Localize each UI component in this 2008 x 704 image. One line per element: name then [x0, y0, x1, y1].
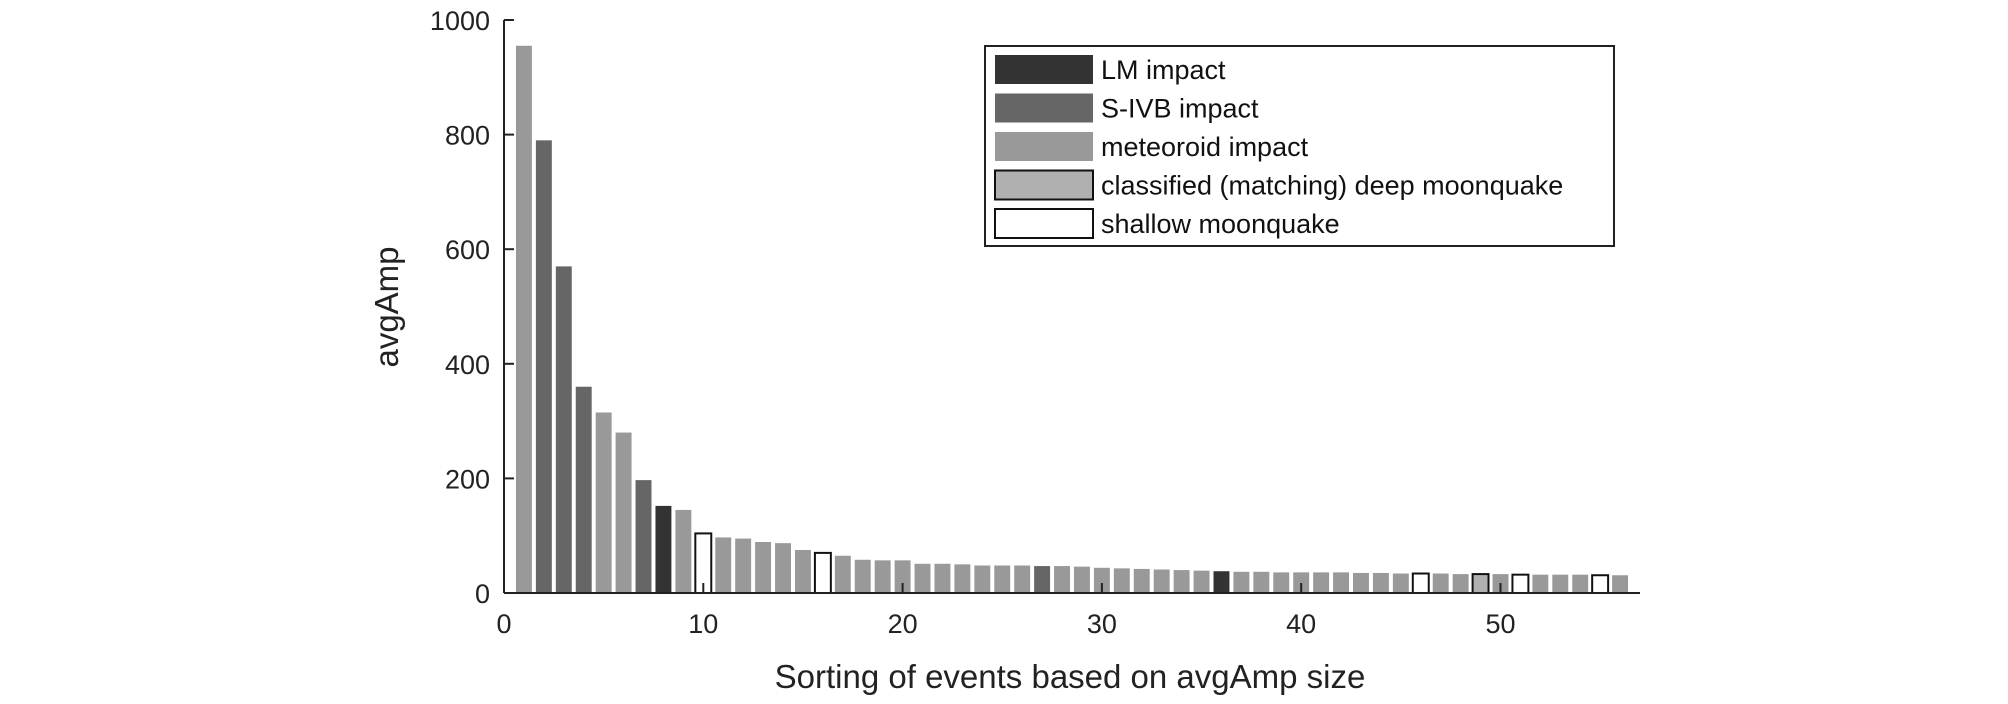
bar-met-43 [1353, 572, 1369, 593]
legend-label-lm: LM impact [1101, 55, 1226, 85]
bar-met-9 [675, 509, 692, 593]
bars-layer [515, 45, 1629, 595]
bar-met-19 [874, 560, 891, 593]
x-tick-label: 50 [1485, 609, 1515, 639]
legend: LM impact S-IVB impact meteoroid impact cla… [984, 45, 1615, 247]
legend-swatch-met [995, 132, 1093, 161]
bar-met-6 [615, 432, 632, 593]
bar-met-38 [1253, 571, 1270, 593]
bar-deep-49 [1471, 573, 1490, 595]
bar-met-39 [1273, 572, 1290, 593]
bar-shallow-46 [1411, 572, 1430, 595]
bar-met-37 [1233, 571, 1250, 593]
bar-met-23 [954, 564, 971, 593]
bar-sivb-2 [535, 140, 552, 593]
y-ticks: 0 200 400 600 800 1000 [430, 6, 514, 609]
bar-met-30 [1093, 567, 1110, 593]
bar-met-42 [1333, 572, 1350, 593]
bar-met-5 [595, 412, 612, 593]
bar-met-56 [1612, 575, 1629, 593]
x-tick-label: 30 [1087, 609, 1117, 639]
x-ticks: 0 10 20 30 40 50 [496, 583, 1516, 639]
bar-met-13 [755, 542, 772, 593]
bar-sivb-3 [555, 266, 572, 593]
bar-met-12 [735, 538, 752, 593]
legend-swatch-lm [995, 55, 1093, 84]
axes-layer [503, 20, 1640, 594]
y-tick-label: 1000 [430, 6, 490, 36]
bar-met-26 [1014, 565, 1031, 593]
y-tick-label: 800 [445, 121, 490, 151]
y-tick-label: 600 [445, 235, 490, 265]
bar-met-41 [1313, 572, 1330, 593]
bar-met-25 [994, 565, 1011, 593]
legend-swatch-sivb [995, 93, 1093, 123]
bar-met-48 [1452, 574, 1469, 593]
bar-met-35 [1193, 570, 1210, 593]
bar-met-28 [1054, 566, 1070, 593]
bar-sivb-4 [575, 386, 592, 593]
bar-met-22 [934, 563, 951, 593]
bar-met-40 [1293, 572, 1310, 593]
bar-lm-36 [1213, 571, 1230, 593]
bar-met-24 [974, 565, 991, 593]
x-tick-label: 40 [1286, 609, 1316, 639]
legend-label-shallow: shallow moonquake [1101, 209, 1340, 239]
bar-met-15 [794, 550, 811, 593]
bar-shallow-55 [1591, 574, 1610, 594]
bar-met-18 [854, 559, 871, 593]
legend-swatch-deep [994, 169, 1094, 201]
bar-lm-8 [655, 505, 672, 593]
bar-met-1 [515, 45, 532, 593]
bar-met-31 [1113, 568, 1130, 593]
bar-met-52 [1532, 574, 1549, 593]
bar-shallow-16 [813, 551, 832, 595]
legend-label-sivb: S-IVB impact [1101, 94, 1259, 124]
bar-met-54 [1572, 574, 1589, 593]
bar-met-29 [1073, 566, 1090, 593]
bar-sivb-27 [1034, 566, 1051, 593]
x-tick-label: 20 [888, 609, 918, 639]
legend-label-met: meteoroid impact [1101, 132, 1309, 162]
y-tick-label: 400 [445, 350, 490, 380]
x-tick-label: 10 [688, 609, 718, 639]
y-tick-label: 0 [475, 579, 490, 609]
legend-swatch-shallow [994, 208, 1094, 239]
y-axis-label: avgAmp [368, 246, 405, 367]
bar-met-21 [914, 563, 931, 593]
legend-label-deep: classified (matching) deep moonquake [1101, 171, 1563, 201]
bar-met-53 [1552, 574, 1569, 593]
y-tick-label: 200 [445, 464, 490, 494]
x-tick-label: 0 [496, 609, 511, 639]
bar-met-44 [1372, 572, 1389, 593]
bar-met-17 [834, 555, 851, 593]
bar-met-32 [1133, 568, 1150, 593]
bar-met-11 [715, 537, 732, 593]
bar-met-33 [1153, 569, 1170, 593]
bar-shallow-51 [1511, 573, 1530, 594]
bar-met-47 [1432, 573, 1449, 593]
x-axis-label: Sorting of events based on avgAmp size [775, 658, 1366, 695]
bar-met-45 [1392, 573, 1409, 593]
bar-sivb-7 [635, 480, 652, 593]
bar-met-20 [894, 560, 911, 593]
bar-met-34 [1173, 570, 1190, 593]
bar-met-14 [775, 543, 791, 593]
